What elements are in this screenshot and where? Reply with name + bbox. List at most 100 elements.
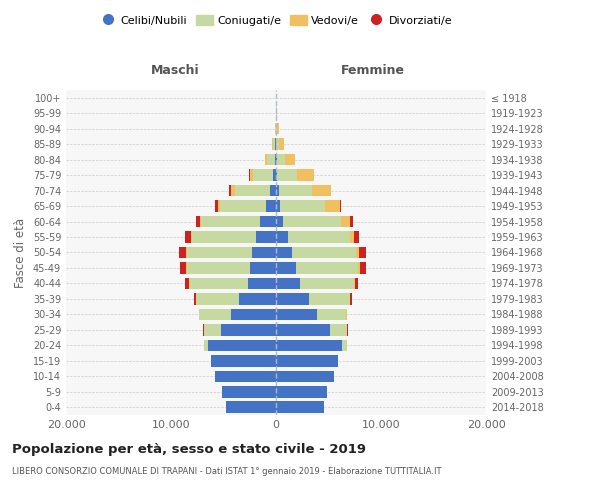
Bar [276,185,278,196]
Bar [218,200,220,212]
Bar [180,262,186,274]
Bar [350,293,352,304]
Bar [250,170,253,181]
Bar [275,138,276,150]
Bar [278,185,312,196]
Bar [276,293,308,304]
Bar [231,308,276,320]
Bar [276,278,300,289]
Bar [277,123,279,134]
Bar [356,246,359,258]
Bar [276,308,317,320]
Text: LIBERO CONSORZIO COMUNALE DI TRAPANI - Dati ISTAT 1° gennaio 2019 - Elaborazione: LIBERO CONSORZIO COMUNALE DI TRAPANI - D… [12,468,442,476]
Bar [239,293,276,304]
Text: Femmine: Femmine [341,64,404,77]
Bar [256,231,276,243]
Bar [276,170,277,181]
Bar [194,293,196,304]
Bar [276,154,277,166]
Bar [273,170,276,181]
Bar [215,370,276,382]
Bar [211,355,276,366]
Bar [349,216,353,228]
Bar [267,154,275,166]
Bar [179,246,186,258]
Bar [277,138,280,150]
Bar [276,246,292,258]
Bar [277,154,284,166]
Bar [317,308,346,320]
Bar [341,216,349,228]
Bar [276,123,277,134]
Bar [192,231,256,243]
Bar [273,138,275,150]
Bar [196,293,239,304]
Bar [329,324,347,336]
Bar [276,355,338,366]
Bar [308,293,349,304]
Bar [296,262,358,274]
Bar [223,386,276,398]
Bar [250,262,276,274]
Bar [199,308,231,320]
Bar [283,216,341,228]
Bar [280,200,325,212]
Bar [191,231,192,243]
Bar [186,262,187,274]
Bar [277,170,298,181]
Bar [276,200,280,212]
Bar [325,200,340,212]
Bar [272,138,273,150]
Bar [300,278,354,289]
Bar [355,278,358,289]
Bar [276,216,283,228]
Bar [354,231,359,243]
Bar [265,200,276,212]
Bar [235,185,270,196]
Bar [276,386,328,398]
Bar [265,154,267,166]
Bar [276,231,287,243]
Bar [202,216,260,228]
Bar [231,185,235,196]
Bar [312,185,331,196]
Bar [221,324,276,336]
Bar [215,200,218,212]
Bar [349,231,354,243]
Bar [187,246,252,258]
Bar [229,185,231,196]
Bar [260,216,276,228]
Y-axis label: Fasce di età: Fasce di età [14,218,27,288]
Bar [203,324,221,336]
Bar [354,278,355,289]
Text: Maschi: Maschi [151,64,200,77]
Bar [280,138,284,150]
Text: Popolazione per età, sesso e stato civile - 2019: Popolazione per età, sesso e stato civil… [12,442,366,456]
Bar [276,324,329,336]
Bar [276,402,325,413]
Bar [185,231,191,243]
Bar [190,278,248,289]
Bar [298,170,314,181]
Bar [360,262,365,274]
Bar [203,340,208,351]
Bar [340,200,341,212]
Bar [270,185,276,196]
Bar [359,246,366,258]
Bar [276,370,334,382]
Bar [284,154,295,166]
Bar [186,246,187,258]
Bar [248,278,276,289]
Bar [358,262,360,274]
Bar [185,278,190,289]
Bar [220,200,265,212]
Bar [196,216,200,228]
Bar [276,262,296,274]
Bar [292,246,356,258]
Bar [342,340,347,351]
Legend: Celibi/Nubili, Coniugati/e, Vedovi/e, Divorziati/e: Celibi/Nubili, Coniugati/e, Vedovi/e, Di… [95,10,457,30]
Bar [275,154,276,166]
Bar [276,340,342,351]
Bar [187,262,250,274]
Bar [252,246,276,258]
